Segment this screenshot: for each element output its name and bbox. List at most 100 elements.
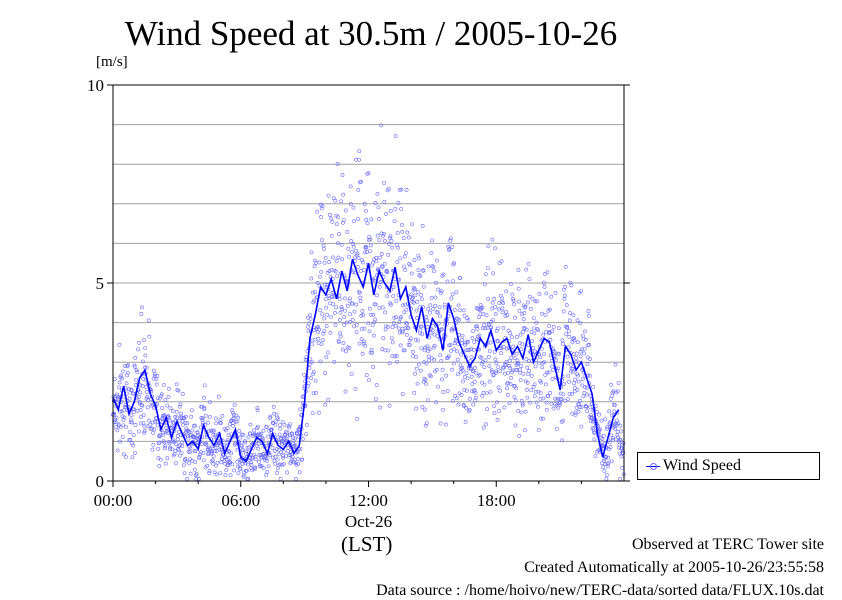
scatter-point [126, 363, 130, 367]
scatter-point [486, 244, 491, 249]
scatter-point [148, 422, 153, 427]
scatter-point [601, 465, 605, 470]
scatter-point [389, 302, 393, 307]
scatter-point [425, 344, 430, 349]
scatter-point [242, 439, 247, 443]
scatter-point [263, 453, 268, 458]
scatter-point [339, 243, 344, 247]
scatter-point [176, 388, 181, 393]
scatter-point [311, 369, 316, 374]
scatter-point [472, 340, 477, 344]
scatter-point [436, 321, 441, 326]
scatter-point [534, 320, 539, 325]
scatter-point [401, 329, 406, 334]
scatter-point [264, 473, 268, 478]
scatter-point [549, 294, 554, 299]
scatter-point [526, 372, 531, 376]
scatter-point [468, 365, 473, 370]
scatter-point [437, 314, 442, 319]
scatter-point [349, 239, 354, 243]
scatter-point [450, 398, 455, 403]
x-axis-title: (LST) [341, 532, 393, 556]
scatter-point [302, 372, 307, 377]
scatter-point [116, 395, 121, 399]
scatter-point [209, 451, 214, 456]
scatter-point [563, 398, 568, 403]
scatter-point [328, 213, 332, 217]
scatter-point [455, 349, 460, 354]
scatter-point [326, 193, 331, 198]
scatter-point [150, 447, 155, 452]
scatter-point [432, 343, 437, 348]
scatter-point [435, 334, 440, 339]
scatter-point [507, 358, 512, 363]
scatter-point [356, 188, 361, 192]
scatter-point [441, 407, 446, 412]
scatter-point [275, 466, 280, 471]
scatter-point [564, 303, 569, 307]
scatter-point [506, 370, 510, 375]
scatter-point [321, 338, 325, 343]
scatter-point [587, 342, 591, 347]
scatter-point [308, 313, 312, 318]
scatter-point [405, 321, 409, 326]
scatter-point [364, 217, 369, 222]
scatter-point [155, 396, 160, 401]
grid-lines [113, 124, 624, 442]
scatter-point [154, 382, 159, 387]
scatter-point [391, 285, 396, 289]
scatter-point [463, 419, 468, 424]
scatter-point [147, 418, 151, 423]
scatter-point [345, 345, 350, 350]
scatter-point [619, 429, 623, 434]
scatter-point [467, 407, 472, 412]
scatter-point [541, 396, 546, 401]
scatter-point [367, 378, 371, 383]
scatter-point [333, 269, 338, 274]
scatter-point [435, 258, 439, 263]
scatter-point [353, 248, 358, 253]
scatter-point [461, 308, 466, 313]
scatter-point [412, 258, 417, 262]
scatter-point [249, 462, 254, 467]
scatter-point [167, 441, 172, 446]
scatter-point [605, 462, 610, 467]
scatter-point [214, 463, 218, 468]
scatter-point [323, 402, 328, 407]
scatter-point [181, 422, 185, 427]
scatter-point [431, 265, 436, 270]
scatter-point [342, 315, 347, 320]
scatter-point [489, 368, 494, 373]
scatter-point [538, 355, 542, 360]
scatter-point [232, 403, 237, 407]
scatter-point [479, 356, 484, 360]
scatter-point [582, 351, 587, 356]
scatter-point [285, 470, 289, 475]
scatter-point [200, 416, 205, 421]
scatter-point [419, 293, 424, 297]
scatter-point [492, 349, 497, 354]
scatter-point [551, 325, 556, 329]
scatter-point [165, 456, 170, 461]
scatter-point [439, 289, 444, 294]
scatter-point [500, 306, 505, 311]
scatter-point [180, 419, 185, 424]
scatter-point [391, 294, 396, 298]
scatter-point [459, 393, 464, 397]
scatter-point [190, 428, 195, 433]
scatter-point [193, 423, 197, 428]
scatter-point [554, 426, 559, 431]
scatter-point [509, 376, 513, 380]
scatter-point [282, 462, 286, 467]
scatter-point [310, 290, 315, 295]
scatter-point [236, 471, 241, 475]
scatter-point [337, 296, 342, 301]
scatter-point [362, 201, 367, 206]
scatter-point [136, 347, 140, 352]
scatter-point [307, 321, 311, 326]
scatter-point [145, 424, 150, 429]
scatter-point [570, 340, 575, 345]
scatter-point [171, 420, 175, 425]
scatter-point [170, 439, 175, 444]
